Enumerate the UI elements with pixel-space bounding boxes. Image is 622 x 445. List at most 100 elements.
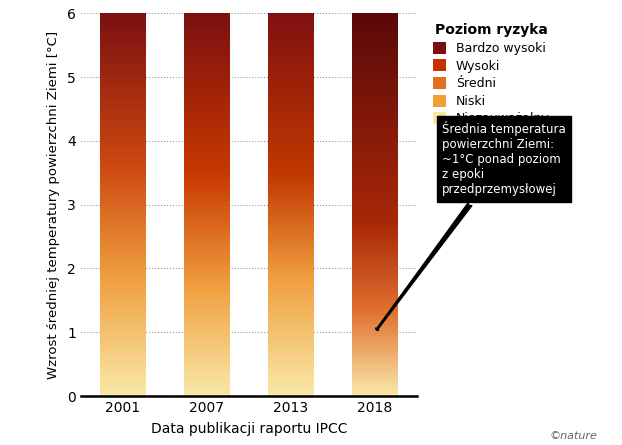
Bar xyxy=(100,263,146,264)
Bar xyxy=(183,114,230,115)
Bar xyxy=(351,184,398,185)
Bar xyxy=(183,237,230,238)
Bar xyxy=(183,388,230,389)
Bar xyxy=(183,353,230,354)
Bar xyxy=(351,379,398,380)
Bar xyxy=(183,304,230,305)
Bar xyxy=(267,226,314,227)
Bar xyxy=(351,380,398,381)
Bar xyxy=(100,98,146,99)
Bar xyxy=(183,361,230,362)
Bar xyxy=(100,324,146,325)
Bar xyxy=(100,140,146,141)
Bar xyxy=(267,58,314,59)
Bar xyxy=(183,199,230,200)
Bar xyxy=(183,154,230,155)
Bar xyxy=(100,366,146,367)
Bar xyxy=(267,112,314,113)
Bar xyxy=(100,358,146,359)
Bar xyxy=(183,270,230,271)
Bar xyxy=(267,307,314,308)
Bar xyxy=(183,30,230,31)
Bar xyxy=(100,351,146,352)
Bar xyxy=(351,348,398,349)
Bar xyxy=(100,189,146,190)
Bar xyxy=(183,47,230,48)
Bar xyxy=(100,74,146,75)
Bar xyxy=(183,288,230,289)
Bar xyxy=(183,243,230,244)
Bar xyxy=(100,177,146,178)
Bar xyxy=(267,55,314,56)
Bar xyxy=(267,37,314,38)
Bar xyxy=(100,230,146,231)
Bar xyxy=(267,359,314,360)
Bar xyxy=(351,270,398,271)
Bar xyxy=(351,222,398,223)
Bar xyxy=(267,176,314,177)
Bar xyxy=(267,90,314,91)
Bar xyxy=(183,378,230,379)
Bar xyxy=(351,17,398,18)
Bar xyxy=(100,13,146,14)
Bar xyxy=(183,259,230,260)
Bar xyxy=(100,383,146,384)
Bar xyxy=(100,296,146,297)
Bar xyxy=(100,322,146,323)
Bar xyxy=(351,110,398,111)
Bar xyxy=(267,362,314,363)
Bar xyxy=(351,125,398,126)
Bar xyxy=(100,368,146,369)
Bar xyxy=(183,89,230,90)
Bar xyxy=(183,62,230,63)
Bar xyxy=(183,148,230,149)
Bar xyxy=(183,350,230,351)
Bar xyxy=(183,227,230,228)
Bar xyxy=(100,92,146,93)
Bar xyxy=(267,87,314,88)
Bar xyxy=(267,65,314,66)
Bar xyxy=(100,248,146,249)
Bar xyxy=(100,243,146,244)
Bar xyxy=(267,340,314,341)
Bar xyxy=(100,278,146,279)
Bar xyxy=(183,178,230,179)
Bar xyxy=(267,384,314,385)
Bar xyxy=(183,376,230,377)
Bar xyxy=(100,388,146,389)
Bar xyxy=(183,306,230,307)
Bar xyxy=(351,65,398,66)
Bar xyxy=(100,209,146,210)
Bar xyxy=(183,298,230,299)
Bar xyxy=(100,111,146,112)
Bar xyxy=(183,316,230,317)
Bar xyxy=(100,146,146,147)
Bar xyxy=(267,36,314,37)
Bar xyxy=(267,259,314,260)
Bar xyxy=(183,335,230,336)
Bar xyxy=(100,65,146,66)
Bar xyxy=(183,372,230,373)
Bar xyxy=(183,176,230,177)
Bar xyxy=(183,390,230,391)
Bar xyxy=(183,387,230,388)
Bar xyxy=(351,56,398,57)
Bar xyxy=(183,232,230,233)
Bar xyxy=(100,53,146,54)
Bar xyxy=(183,286,230,287)
Bar xyxy=(183,101,230,102)
Bar xyxy=(351,295,398,296)
Bar xyxy=(351,278,398,279)
Bar xyxy=(100,169,146,170)
Bar xyxy=(183,121,230,122)
Bar xyxy=(351,386,398,387)
Bar xyxy=(100,96,146,97)
Bar xyxy=(267,158,314,159)
Bar xyxy=(267,84,314,85)
Bar xyxy=(183,326,230,327)
Bar xyxy=(100,373,146,374)
Bar xyxy=(267,299,314,300)
Bar xyxy=(351,143,398,144)
Bar xyxy=(183,54,230,55)
Bar xyxy=(183,333,230,334)
